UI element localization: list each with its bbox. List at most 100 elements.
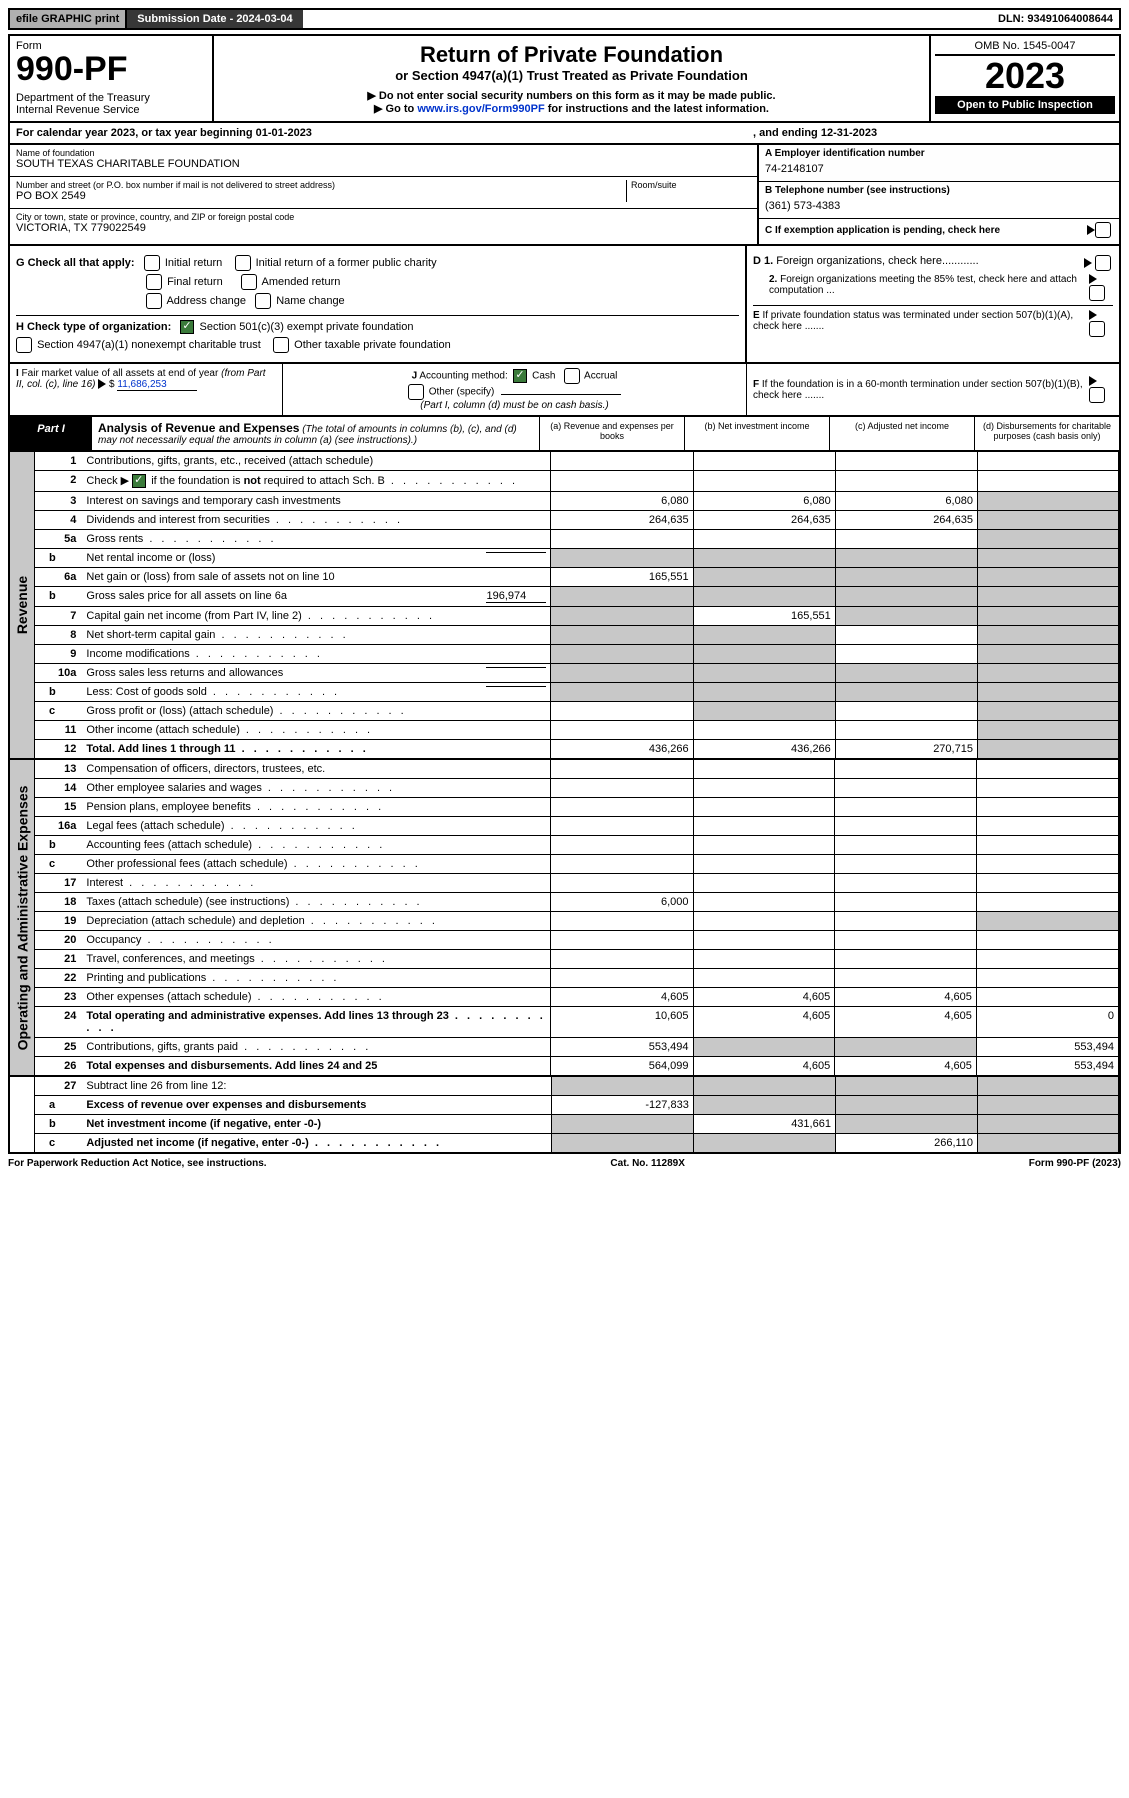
tax-year: 2023 [935,56,1115,96]
table-row: 10aGross sales less returns and allowanc… [35,664,1119,683]
table-row: 5aGross rents [35,530,1119,549]
cb-accrual[interactable] [564,368,580,384]
opex-table: Operating and Administrative Expenses 13… [8,760,1121,1077]
h-501c3: Section 501(c)(3) exempt private foundat… [199,321,413,333]
table-row: 19Depreciation (attach schedule) and dep… [35,912,1119,931]
table-row: 1Contributions, gifts, grants, etc., rec… [35,452,1119,471]
h-other: Other taxable private foundation [294,339,451,351]
j-accrual: Accrual [584,371,617,382]
submission-date: Submission Date - 2024-03-04 [127,10,302,28]
h-4947: Section 4947(a)(1) nonexempt charitable … [37,339,261,351]
col-c-head: (c) Adjusted net income [830,417,975,450]
room-label: Room/suite [631,180,751,190]
blank-side [10,1077,35,1152]
table-row: 15Pension plans, employee benefits [35,798,1119,817]
g-final: Final return [167,276,223,288]
cb-amended[interactable] [241,274,257,290]
table-row: bAccounting fees (attach schedule) [35,836,1119,855]
table-row: 18Taxes (attach schedule) (see instructi… [35,893,1119,912]
cb-other-tax[interactable] [273,337,289,353]
table-row: 3Interest on savings and temporary cash … [35,492,1119,511]
pending-checkbox[interactable] [1095,222,1111,238]
part1-tag: Part I [10,417,92,450]
f: F If the foundation is in a 60-month ter… [753,379,1089,401]
cb-d1[interactable] [1095,255,1111,271]
arrow-icon [1089,376,1097,386]
g-amended: Amended return [262,276,341,288]
arrow-icon [1087,225,1095,235]
addr-label: Number and street (or P.O. box number if… [16,180,626,190]
footer-right: Form 990-PF (2023) [1029,1158,1121,1169]
revenue-table: Revenue 1Contributions, gifts, grants, e… [8,452,1121,760]
instr-1: ▶ Do not enter social security numbers o… [220,89,923,102]
table-row: 23Other expenses (attach schedule)4,6054… [35,988,1119,1007]
j-note: (Part I, column (d) must be on cash basi… [420,400,608,411]
instr2-pre: ▶ Go to [374,103,417,115]
omb-number: OMB No. 1545-0047 [935,38,1115,56]
cb-d2[interactable] [1089,285,1105,301]
phone-label: B Telephone number (see instructions) [765,185,1113,196]
cal-pre: For calendar year 2023, or tax year begi… [16,127,256,139]
table-row: cAdjusted net income (if negative, enter… [35,1134,1119,1153]
phone: (361) 573-4383 [765,196,1113,212]
table-row: 4Dividends and interest from securities2… [35,511,1119,530]
form-title: Return of Private Foundation [220,42,923,68]
cb-initial[interactable] [144,255,160,271]
table-row: 16aLegal fees (attach schedule) [35,817,1119,836]
cb-4947[interactable] [16,337,32,353]
cb-cash[interactable] [513,369,527,383]
address: PO BOX 2549 [16,190,626,202]
col-d-head: (d) Disbursements for charitable purpose… [975,417,1119,450]
col-b-head: (b) Net investment income [685,417,830,450]
table-row: bNet investment income (if negative, ent… [35,1115,1119,1134]
cb-name-change[interactable] [255,293,271,309]
d2: 2. Foreign organizations meeting the 85%… [769,274,1089,301]
ein: 74-2148107 [765,159,1113,175]
table-row: 8Net short-term capital gain [35,626,1119,645]
table-row: 2Check ▶ if the foundation is not requir… [35,471,1119,492]
table-row: 21Travel, conferences, and meetings [35,950,1119,969]
table-row: 20Occupancy [35,931,1119,950]
part1-header: Part I Analysis of Revenue and Expenses … [8,417,1121,452]
table-row: 7Capital gain net income (from Part IV, … [35,607,1119,626]
efile-label[interactable]: efile GRAPHIC print [10,10,127,28]
j-other: Other (specify) [429,387,495,398]
open-inspection: Open to Public Inspection [935,96,1115,114]
table-row: 9Income modifications [35,645,1119,664]
table-row: 12Total. Add lines 1 through 11436,26643… [35,740,1119,759]
cal-end: 12-31-2023 [821,127,877,139]
cb-initial-former[interactable] [235,255,251,271]
table-row: bNet rental income or (loss) [35,549,1119,568]
footer-left: For Paperwork Reduction Act Notice, see … [8,1158,267,1169]
cb-addr-change[interactable] [146,293,162,309]
lower-header: I Fair market value of all assets at end… [8,364,1121,417]
dln: DLN: 93491064008644 [992,10,1119,28]
form-subtitle: or Section 4947(a)(1) Trust Treated as P… [220,68,923,83]
instr-2: ▶ Go to www.irs.gov/Form990PF for instru… [220,102,923,115]
summary-table: 27Subtract line 26 from line 12:aExcess … [8,1077,1121,1154]
table-row: 22Printing and publications [35,969,1119,988]
instr2-post: for instructions and the latest informat… [545,103,769,115]
table-row: bGross sales price for all assets on lin… [35,587,1119,607]
table-row: 17Interest [35,874,1119,893]
footer: For Paperwork Reduction Act Notice, see … [8,1154,1121,1173]
cb-other-method[interactable] [408,384,424,400]
checks-block: G Check all that apply: Initial return I… [8,246,1121,364]
table-row: cGross profit or (loss) (attach schedule… [35,702,1119,721]
cb-f[interactable] [1089,387,1105,403]
table-row: cOther professional fees (attach schedul… [35,855,1119,874]
cb-501c3[interactable] [180,320,194,334]
city: VICTORIA, TX 779022549 [16,222,751,234]
form-link[interactable]: www.irs.gov/Form990PF [417,103,544,115]
cb-final[interactable] [146,274,162,290]
identity-block: Name of foundation SOUTH TEXAS CHARITABL… [8,145,1121,246]
ein-label: A Employer identification number [765,148,1113,159]
table-row: bLess: Cost of goods sold [35,683,1119,702]
table-row: 11Other income (attach schedule) [35,721,1119,740]
cb-e[interactable] [1089,321,1105,337]
opex-sidelabel: Operating and Administrative Expenses [10,760,35,1075]
col-a-head: (a) Revenue and expenses per books [540,417,685,450]
revenue-sidelabel: Revenue [10,452,35,758]
table-row: 26Total expenses and disbursements. Add … [35,1057,1119,1076]
table-row: 27Subtract line 26 from line 12: [35,1077,1119,1096]
